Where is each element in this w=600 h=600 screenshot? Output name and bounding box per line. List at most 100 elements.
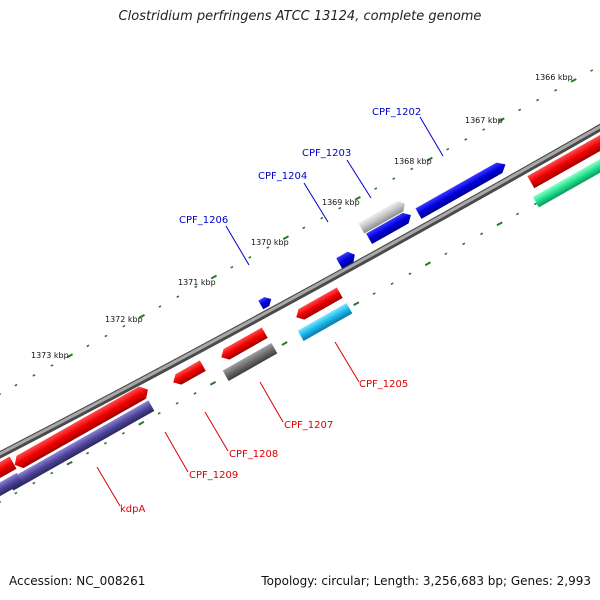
outer-scale-tick (482, 128, 486, 131)
outer-scale-tick (590, 69, 594, 72)
leader-cpf1206 (225, 225, 250, 266)
outer-scale-tick (302, 226, 306, 230)
inner-scale-tick (353, 301, 360, 306)
outer-scale-tick (194, 285, 198, 289)
leader-cpf1208 (204, 411, 229, 452)
gene-label-cpf1206[interactable]: CPF_1206 (179, 215, 228, 226)
outer-scale-tick (554, 88, 558, 92)
inner-scale-tick (14, 491, 18, 495)
inner-scale-tick (121, 431, 125, 435)
inner-scale-tick (533, 202, 537, 206)
outer-scale-tick (158, 305, 162, 308)
outer-scale-tick (498, 117, 505, 123)
outer-scale-tick (66, 353, 74, 358)
gene-cpf1208-arrow[interactable] (170, 360, 206, 387)
gene-label-cpf1205[interactable]: CPF_1205 (359, 379, 408, 390)
outer-scale-tick (446, 147, 450, 151)
outer-scale-tick (14, 383, 18, 387)
scale-label-1370: 1370 kbp (251, 238, 289, 247)
outer-scale-tick (570, 78, 577, 83)
outer-scale-tick (536, 98, 540, 102)
inner-scale-tick (32, 481, 36, 485)
gene-cpf1203-arrow[interactable] (366, 210, 414, 245)
leader-cpf1202 (419, 116, 444, 157)
outer-scale-tick (518, 108, 522, 112)
inner-scale-tick (372, 292, 376, 295)
gene-cpf1205-top-arrow[interactable] (293, 287, 343, 322)
gene-gray-forward-arrow[interactable] (358, 198, 407, 234)
inner-scale-tick (193, 392, 197, 395)
inner-scale-tick (86, 451, 90, 455)
inner-scale-tick (515, 212, 519, 216)
inner-scale-tick (408, 272, 412, 276)
outer-scale-tick (0, 392, 2, 396)
outer-scale-tick (374, 187, 378, 190)
leader-cpf1203 (346, 159, 372, 199)
outer-scale-tick (210, 274, 217, 280)
scale-label-1371: 1371 kbp (178, 278, 216, 287)
gene-label-cpf1202[interactable]: CPF_1202 (372, 107, 421, 118)
outer-scale-tick (86, 344, 90, 348)
inner-scale-tick (103, 441, 107, 445)
gene-label-cpf1207[interactable]: CPF_1207 (284, 420, 333, 431)
leader-cpf1204 (303, 182, 329, 223)
gene-red-reverse-mid[interactable] (218, 327, 268, 362)
outer-scale-tick (32, 374, 36, 377)
gene-cpf1205-arrow[interactable] (297, 302, 353, 342)
outer-scale-tick (248, 256, 252, 259)
gene-label-cpf1203[interactable]: CPF_1203 (302, 148, 351, 159)
gene-label-kdpa[interactable]: kdpA (120, 504, 145, 515)
map-title: Clostridium perfringens ATCC 13124, comp… (118, 9, 482, 24)
inner-scale-tick (424, 261, 431, 267)
leader-lines (96, 116, 444, 507)
outer-scale-tick (338, 206, 342, 210)
gene-cpf1207-arrow[interactable] (222, 342, 278, 382)
scale-label-1366: 1366 kbp (535, 73, 573, 82)
outer-scale-tick (354, 196, 361, 201)
scale-label-1368: 1368 kbp (394, 157, 432, 166)
outer-scale-tick (176, 295, 180, 299)
outer-scale-tick (464, 138, 468, 141)
gene-red-forward-right[interactable] (527, 124, 600, 189)
inner-scale-tick (480, 232, 484, 236)
outer-scale-tick (266, 246, 270, 249)
inner-scale-tick (496, 221, 503, 227)
outer-scale-tick (230, 265, 234, 269)
inner-scale-tick (175, 401, 179, 405)
inner-scale-tick (209, 381, 217, 386)
outer-scale-tick (320, 216, 324, 220)
outer-scale-tick (426, 156, 433, 162)
gene-label-cpf1208[interactable]: CPF_1208 (229, 449, 278, 460)
backbone-ring (0, 123, 600, 459)
gene-labels: CPF_1202 CPF_1203 CPF_1204 CPF_1206 CPF_… (120, 107, 421, 515)
gene-cpf1202-arrow[interactable] (415, 159, 509, 219)
gene-kdpa-arrow[interactable] (7, 400, 155, 491)
inner-scale-tick (138, 420, 145, 426)
gene-cpf1206-arrow[interactable] (258, 295, 273, 310)
accession-text: Accession: NC_008261 (9, 574, 146, 588)
inner-scale-tick (444, 252, 448, 256)
inner-scale-tick (281, 341, 288, 346)
gene-cpf1209-arrow[interactable] (11, 383, 151, 471)
outer-scale-tick (410, 167, 414, 171)
inner-scale-tick (390, 282, 394, 286)
gene-red-reverse-left[interactable] (0, 456, 17, 486)
gene-purple-reverse-left[interactable] (0, 472, 23, 503)
scale-label-1367: 1367 kbp (465, 116, 503, 125)
gene-label-cpf1204[interactable]: CPF_1204 (258, 171, 307, 182)
forward-genes (258, 124, 600, 310)
outer-scale-tick (104, 334, 108, 338)
scale-label-1373: 1373 kbp (31, 351, 69, 360)
inner-scale-ring (0, 172, 591, 504)
leader-kdpa (96, 466, 121, 507)
leader-cpf1205 (334, 341, 360, 383)
scale-label-1369: 1369 kbp (322, 198, 360, 207)
outer-scale-tick (50, 364, 54, 367)
scale-label-1372: 1372 kbp (105, 315, 143, 324)
outer-scale-tick (392, 177, 396, 181)
inner-scale-tick (0, 500, 2, 504)
gene-label-cpf1209[interactable]: CPF_1209 (189, 470, 238, 481)
gene-green-forward-right[interactable] (532, 145, 600, 208)
gene-cpf1204-arrow[interactable] (336, 249, 358, 269)
